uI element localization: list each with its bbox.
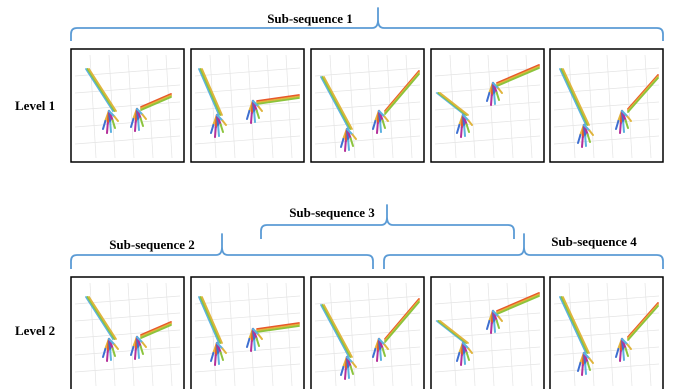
- hand-skeleton-pose-4-icon: [436, 292, 540, 366]
- frame-border: [549, 276, 664, 389]
- skeleton-frame: [430, 276, 545, 389]
- hand-skeleton-pose-4-icon: [436, 64, 540, 138]
- frame-border: [310, 276, 425, 389]
- hand-skeleton-pose-3-icon: [320, 70, 420, 152]
- frame-border: [430, 276, 545, 389]
- frame-border: [190, 48, 305, 163]
- sub-sequence-1-brace: [70, 7, 664, 41]
- sub-sequence-2-label: Sub-sequence 2: [109, 237, 195, 252]
- hand-skeleton-pose-1-icon: [85, 68, 172, 134]
- frame-border: [430, 48, 545, 163]
- sub-sequence-3-brace: [260, 204, 515, 239]
- skeleton-frame: [190, 276, 305, 389]
- frame-border: [70, 276, 185, 389]
- sub-sequence-4-brace: [383, 233, 664, 269]
- sub-sequence-4-label: Sub-sequence 4: [551, 234, 637, 249]
- frame-grid: [314, 54, 421, 159]
- hand-skeleton-pose-5-icon: [559, 68, 659, 148]
- skeleton-frame: [70, 48, 185, 163]
- skeleton-frame: [549, 48, 664, 163]
- hand-skeleton-pose-3-icon: [320, 298, 420, 380]
- skeleton-frame: [310, 48, 425, 163]
- skeleton-frame: [430, 48, 545, 163]
- sub-sequence-3-label: Sub-sequence 3: [289, 205, 375, 220]
- hand-skeleton-pose-1-icon: [85, 296, 172, 362]
- frame-border: [190, 276, 305, 389]
- skeleton-frame: [310, 276, 425, 389]
- level-2-row: Sub-sequence 3 Sub-sequence 2 Sub-sequen…: [15, 204, 664, 389]
- frame-border: [70, 48, 185, 163]
- level-1-label: Level 1: [15, 98, 55, 113]
- sub-sequence-2-brace: [70, 233, 374, 269]
- sub-sequence-1-label: Sub-sequence 1: [267, 11, 353, 26]
- skeleton-frame: [190, 48, 305, 163]
- frame-grid: [434, 282, 541, 387]
- level-1-row: Sub-sequence 1 Level 1: [15, 7, 664, 163]
- frame-border: [310, 48, 425, 163]
- frame-grid: [194, 54, 301, 159]
- skeleton-frame: [70, 276, 185, 389]
- level-2-label: Level 2: [15, 323, 55, 338]
- hand-skeleton-pose-2-icon: [198, 296, 300, 366]
- frame-grid: [553, 282, 660, 387]
- frame-border: [549, 48, 664, 163]
- hand-skeleton-pose-5-icon: [559, 296, 659, 376]
- hand-skeleton-pose-2-icon: [198, 68, 300, 138]
- skeleton-frame: [549, 276, 664, 389]
